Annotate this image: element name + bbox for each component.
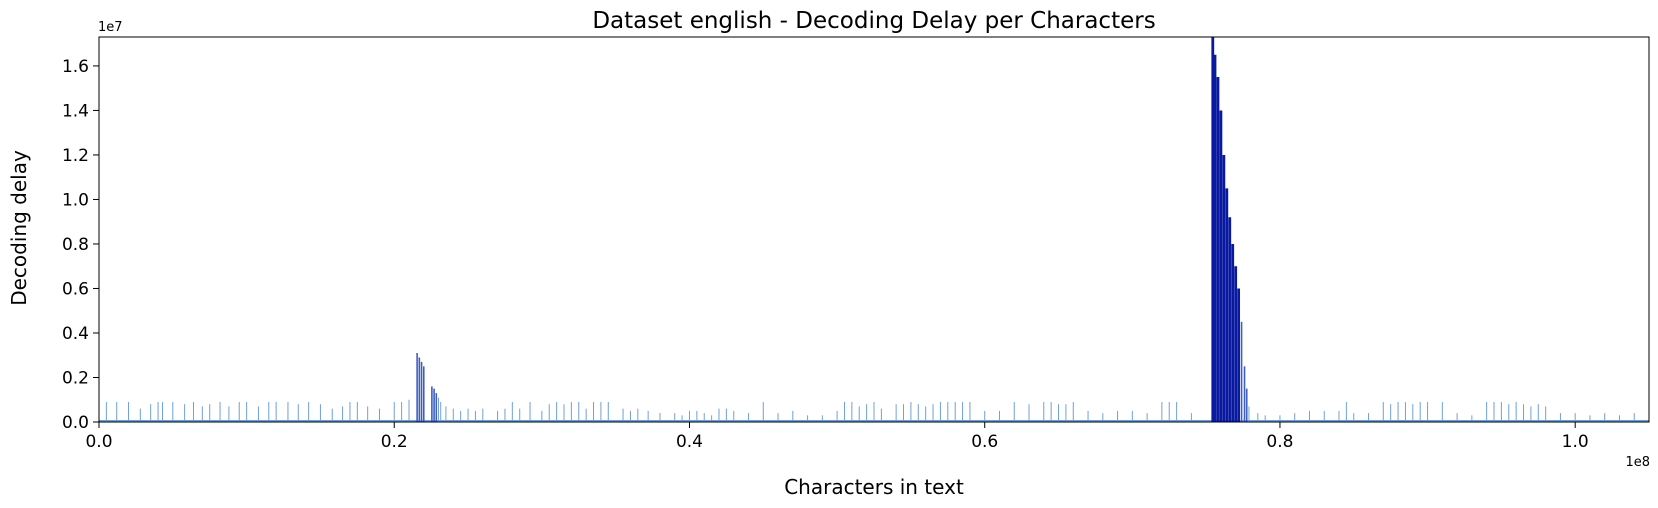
y-tick-label: 1.6: [62, 57, 89, 77]
y-axis-label: Decoding delay: [7, 150, 31, 306]
x-tick-label: 0.8: [1266, 432, 1293, 452]
x-tick-label: 0.4: [676, 432, 703, 452]
y-tick-label: 0.6: [62, 279, 89, 299]
chart-title: Dataset english - Decoding Delay per Cha…: [592, 8, 1155, 34]
y-tick-label: 1.4: [62, 101, 89, 121]
x-tick-label: 0.6: [971, 432, 998, 452]
y-offset-label: 1e7: [98, 20, 123, 35]
x-tick-label: 0.0: [85, 432, 112, 452]
y-tick-label: 0.2: [62, 368, 89, 388]
x-tick-label: 1.0: [1562, 432, 1589, 452]
plot-frame: [98, 36, 1650, 423]
y-tick-label: 1.0: [62, 190, 89, 210]
y-tick-label: 0.0: [62, 413, 89, 433]
x-axis-ticks: 0.0 0.2 0.4 0.6 0.8 1.0: [85, 422, 1589, 452]
y-tick-label: 0.8: [62, 235, 89, 255]
x-offset-label: 1e8: [1625, 455, 1650, 470]
y-tick-label: 0.4: [62, 324, 89, 344]
y-tick-label: 1.2: [62, 146, 89, 166]
x-axis-label: Characters in text: [784, 475, 964, 499]
x-tick-label: 0.2: [381, 432, 408, 452]
bar-layer: [99, 37, 1649, 422]
y-axis-ticks: 0.0 0.2 0.4 0.6 0.8 1.0 1.2 1.4 1.6: [62, 57, 99, 433]
